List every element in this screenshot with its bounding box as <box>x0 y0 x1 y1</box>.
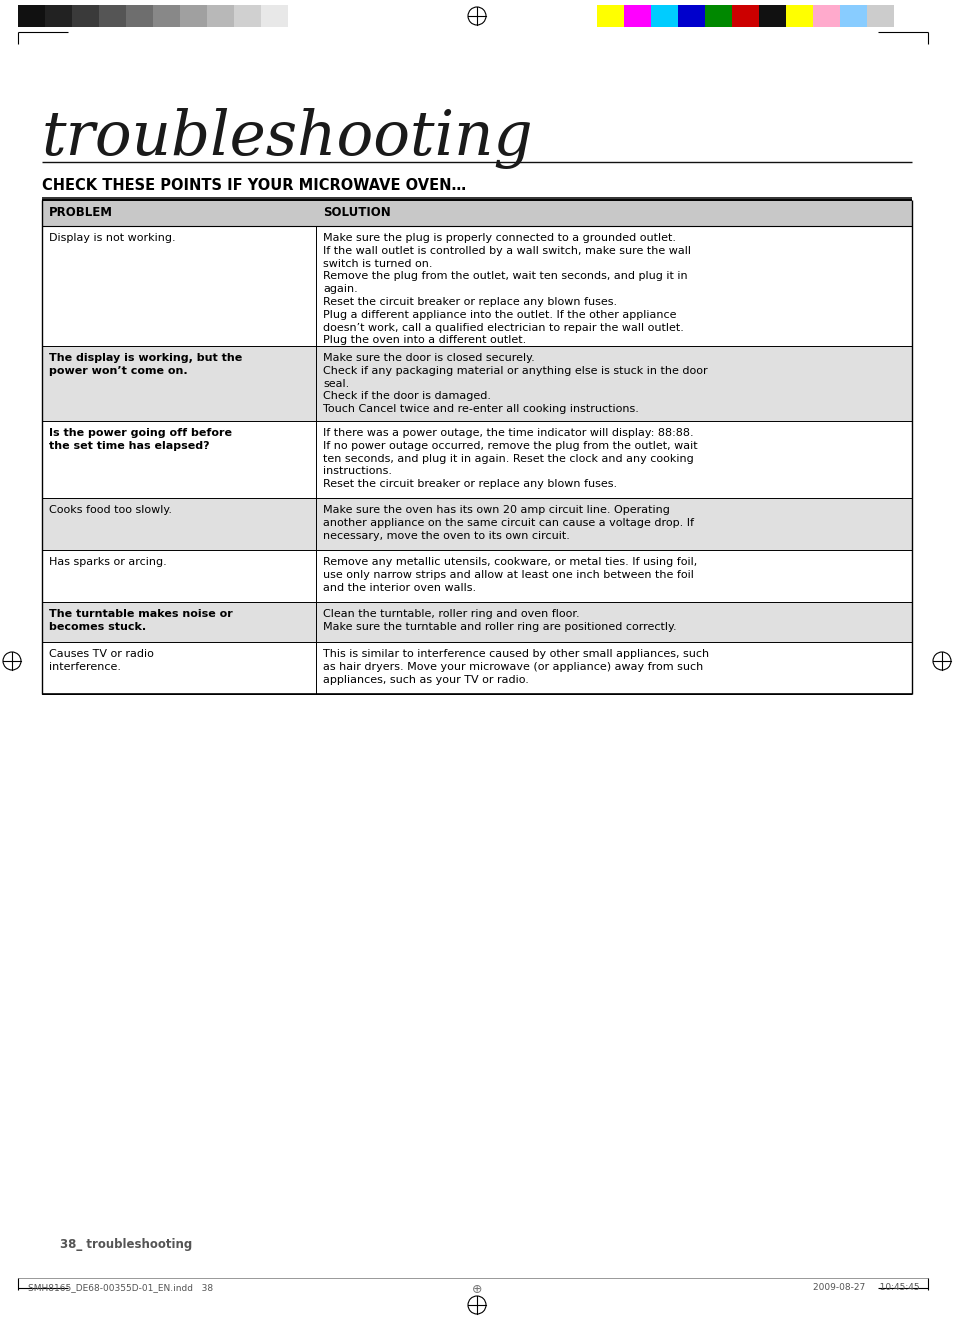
Text: Clean the turntable, roller ring and oven floor.
Make sure the turntable and rol: Clean the turntable, roller ring and ove… <box>323 609 676 632</box>
Bar <box>42 226 911 346</box>
Bar <box>42 498 911 550</box>
Bar <box>759 5 785 26</box>
Bar <box>42 642 911 694</box>
Bar <box>99 5 126 26</box>
Text: 38_ troubleshooting: 38_ troubleshooting <box>60 1237 193 1251</box>
Bar <box>840 5 866 26</box>
Bar <box>597 5 623 26</box>
Text: CHECK THESE POINTS IF YOUR MICROWAVE OVEN…: CHECK THESE POINTS IF YOUR MICROWAVE OVE… <box>42 178 466 193</box>
Bar <box>650 5 678 26</box>
Text: Make sure the door is closed securely.
Check if any packaging material or anythi: Make sure the door is closed securely. C… <box>323 353 707 414</box>
Bar <box>623 5 650 26</box>
Bar <box>42 346 911 420</box>
Bar <box>731 5 759 26</box>
Bar <box>288 5 314 26</box>
Bar <box>126 5 152 26</box>
Text: Causes TV or radio
interference.: Causes TV or radio interference. <box>49 649 153 672</box>
Text: The display is working, but the
power won’t come on.: The display is working, but the power wo… <box>49 353 242 375</box>
Bar <box>42 550 911 602</box>
Text: Make sure the oven has its own 20 amp circuit line. Operating
another appliance : Make sure the oven has its own 20 amp ci… <box>323 505 694 541</box>
Text: SMH8165_DE68-00355D-01_EN.indd   38: SMH8165_DE68-00355D-01_EN.indd 38 <box>28 1282 213 1292</box>
Text: This is similar to interference caused by other small appliances, such
as hair d: This is similar to interference caused b… <box>323 649 708 685</box>
Bar <box>261 5 288 26</box>
Bar <box>18 5 45 26</box>
Bar <box>812 5 840 26</box>
Text: 2009-08-27     10:45:45: 2009-08-27 10:45:45 <box>813 1282 919 1292</box>
Text: troubleshooting: troubleshooting <box>42 108 533 169</box>
Text: Is the power going off before
the set time has elapsed?: Is the power going off before the set ti… <box>49 428 232 451</box>
Text: If there was a power outage, the time indicator will display: 88:88.
If no power: If there was a power outage, the time in… <box>323 428 697 489</box>
Text: SOLUTION: SOLUTION <box>323 206 391 219</box>
Bar <box>207 5 233 26</box>
Bar <box>180 5 207 26</box>
Text: PROBLEM: PROBLEM <box>49 206 112 219</box>
Bar <box>785 5 812 26</box>
Bar <box>866 5 893 26</box>
Text: Cooks food too slowly.: Cooks food too slowly. <box>49 505 172 516</box>
Bar <box>704 5 731 26</box>
Text: Remove any metallic utensils, cookware, or metal ties. If using foil,
use only n: Remove any metallic utensils, cookware, … <box>323 557 697 592</box>
Text: The turntable makes noise or
becomes stuck.: The turntable makes noise or becomes stu… <box>49 609 233 632</box>
Text: Has sparks or arcing.: Has sparks or arcing. <box>49 557 167 567</box>
Bar <box>42 420 911 498</box>
Bar <box>152 5 180 26</box>
Bar <box>71 5 99 26</box>
Bar <box>678 5 704 26</box>
Text: Make sure the plug is properly connected to a grounded outlet.
If the wall outle: Make sure the plug is properly connected… <box>323 233 690 345</box>
Text: ⊕: ⊕ <box>471 1282 482 1296</box>
Text: Display is not working.: Display is not working. <box>49 233 175 243</box>
Bar <box>42 602 911 642</box>
Bar <box>42 200 911 226</box>
Bar <box>233 5 261 26</box>
Bar <box>45 5 71 26</box>
